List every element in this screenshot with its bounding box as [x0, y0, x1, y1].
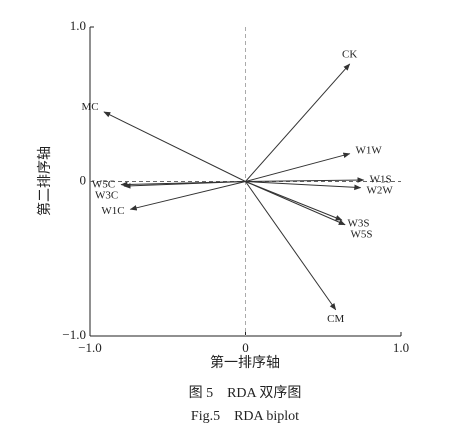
vector-arrow — [245, 63, 351, 182]
vector-arrow — [245, 181, 362, 191]
y-tick-label: 0 — [80, 172, 87, 187]
vector-arrow — [123, 181, 246, 189]
y-tick-label: 1.0 — [70, 18, 86, 33]
vector-label: W1W — [355, 145, 382, 157]
x-tick-label: 1.0 — [393, 340, 409, 355]
vector-arrow — [129, 181, 246, 211]
x-axis-title: 第一排序轴 — [210, 354, 280, 371]
caption-zh: 图 5 RDA 双序图 — [189, 385, 302, 401]
vector-label: W3C — [95, 189, 118, 201]
y-tick-label: −1.0 — [62, 327, 86, 342]
vector-arrow — [245, 181, 343, 221]
vector-label: CK — [342, 49, 357, 61]
vector-arrow — [245, 181, 346, 226]
x-tick-label: 0 — [242, 340, 249, 355]
vector-label: W5C — [92, 178, 115, 190]
vector-label: W5S — [351, 228, 373, 240]
y-axis-title: 第二排序轴 — [36, 146, 53, 216]
vector-arrow — [245, 152, 351, 182]
vector-label: CM — [327, 313, 344, 325]
vector-arrow — [245, 181, 337, 311]
vector-label: W1C — [101, 205, 124, 217]
vector-label: MC — [81, 101, 98, 113]
vector-label: W1S — [370, 173, 392, 185]
x-tick-label: −1.0 — [78, 340, 102, 355]
vector-arrow — [245, 177, 365, 183]
vector-label: W3S — [347, 217, 369, 229]
caption-en: Fig.5 RDA biplot — [191, 409, 299, 424]
vector-label: W2W — [367, 184, 394, 196]
vector-arrow — [103, 111, 246, 182]
